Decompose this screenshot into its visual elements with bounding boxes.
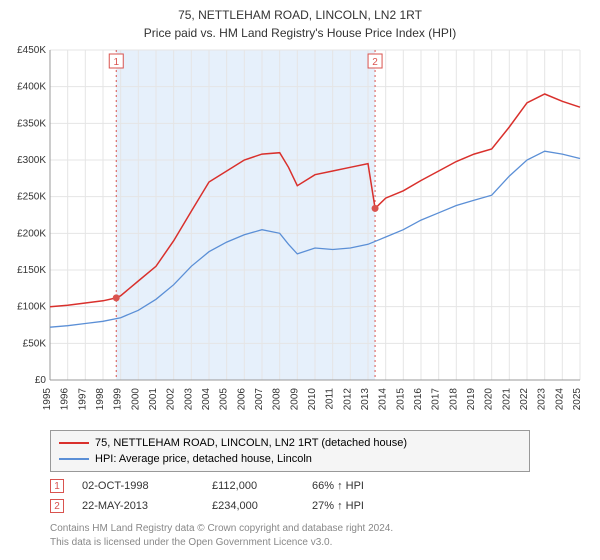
legend-line-price-paid xyxy=(59,442,89,444)
event-price-2: £234,000 xyxy=(212,500,312,512)
event-pct-2: 27% ↑ HPI xyxy=(312,500,402,512)
svg-text:1995: 1995 xyxy=(42,388,53,411)
chart-area: £0£50K£100K£150K£200K£250K£300K£350K£400… xyxy=(50,50,580,420)
svg-text:£100K: £100K xyxy=(17,302,46,313)
chart-header: 75, NETTLEHAM ROAD, LINCOLN, LN2 1RT Pri… xyxy=(0,0,600,42)
svg-text:2023: 2023 xyxy=(537,388,548,411)
svg-text:2002: 2002 xyxy=(166,388,177,411)
attribution-line2: This data is licensed under the Open Gov… xyxy=(50,536,393,550)
svg-text:2010: 2010 xyxy=(307,388,318,411)
event-marker-2: 2 xyxy=(50,499,64,513)
svg-text:2000: 2000 xyxy=(130,388,141,411)
svg-text:£400K: £400K xyxy=(17,82,46,93)
svg-text:2025: 2025 xyxy=(572,388,583,411)
svg-text:2: 2 xyxy=(372,57,378,68)
svg-text:1997: 1997 xyxy=(77,388,88,411)
legend-label-price-paid: 75, NETTLEHAM ROAD, LINCOLN, LN2 1RT (de… xyxy=(95,437,407,449)
svg-text:2004: 2004 xyxy=(201,388,212,411)
legend-line-hpi xyxy=(59,458,89,460)
event-price-1: £112,000 xyxy=(212,480,312,492)
event-pct-1: 66% ↑ HPI xyxy=(312,480,402,492)
line-chart: £0£50K£100K£150K£200K£250K£300K£350K£400… xyxy=(50,50,580,420)
attribution-line1: Contains HM Land Registry data © Crown c… xyxy=(50,522,393,536)
svg-text:£450K: £450K xyxy=(17,45,46,56)
legend-label-hpi: HPI: Average price, detached house, Linc… xyxy=(95,453,312,465)
svg-text:£300K: £300K xyxy=(17,155,46,166)
address-title: 75, NETTLEHAM ROAD, LINCOLN, LN2 1RT xyxy=(0,6,600,24)
event-date-2: 22-MAY-2013 xyxy=(82,500,212,512)
svg-text:2015: 2015 xyxy=(395,388,406,411)
event-row-2: 2 22-MAY-2013 £234,000 27% ↑ HPI xyxy=(50,496,402,516)
svg-text:1996: 1996 xyxy=(60,388,71,411)
svg-text:2019: 2019 xyxy=(466,388,477,411)
attribution: Contains HM Land Registry data © Crown c… xyxy=(50,522,393,550)
svg-text:2014: 2014 xyxy=(378,388,389,411)
svg-text:2011: 2011 xyxy=(325,388,336,410)
svg-text:£150K: £150K xyxy=(17,265,46,276)
event-row-1: 1 02-OCT-1998 £112,000 66% ↑ HPI xyxy=(50,476,402,496)
svg-text:2008: 2008 xyxy=(272,388,283,411)
svg-text:£200K: £200K xyxy=(17,228,46,239)
legend-item-price-paid: 75, NETTLEHAM ROAD, LINCOLN, LN2 1RT (de… xyxy=(59,435,521,451)
svg-text:£350K: £350K xyxy=(17,118,46,129)
chart-subtitle: Price paid vs. HM Land Registry's House … xyxy=(0,24,600,42)
svg-text:1998: 1998 xyxy=(95,388,106,411)
svg-text:2022: 2022 xyxy=(519,388,530,411)
legend-item-hpi: HPI: Average price, detached house, Linc… xyxy=(59,451,521,467)
svg-text:1: 1 xyxy=(113,57,119,68)
svg-text:2021: 2021 xyxy=(501,388,512,411)
svg-text:£250K: £250K xyxy=(17,192,46,203)
event-date-1: 02-OCT-1998 xyxy=(82,480,212,492)
svg-text:£0: £0 xyxy=(35,375,47,386)
legend-box: 75, NETTLEHAM ROAD, LINCOLN, LN2 1RT (de… xyxy=(50,430,530,472)
svg-text:1999: 1999 xyxy=(113,388,124,411)
svg-text:2009: 2009 xyxy=(289,388,300,411)
svg-text:2016: 2016 xyxy=(413,388,424,411)
svg-text:2003: 2003 xyxy=(183,388,194,411)
svg-text:2020: 2020 xyxy=(484,388,495,411)
event-marker-1: 1 xyxy=(50,479,64,493)
svg-text:2007: 2007 xyxy=(254,388,265,411)
svg-text:2018: 2018 xyxy=(448,388,459,411)
svg-text:£50K: £50K xyxy=(23,338,47,349)
svg-text:2012: 2012 xyxy=(342,388,353,411)
svg-text:2024: 2024 xyxy=(554,388,565,411)
svg-text:2005: 2005 xyxy=(219,388,230,411)
svg-text:2006: 2006 xyxy=(236,388,247,411)
svg-text:2013: 2013 xyxy=(360,388,371,411)
event-table: 1 02-OCT-1998 £112,000 66% ↑ HPI 2 22-MA… xyxy=(50,476,402,516)
svg-text:2001: 2001 xyxy=(148,388,159,411)
svg-text:2017: 2017 xyxy=(431,388,442,411)
